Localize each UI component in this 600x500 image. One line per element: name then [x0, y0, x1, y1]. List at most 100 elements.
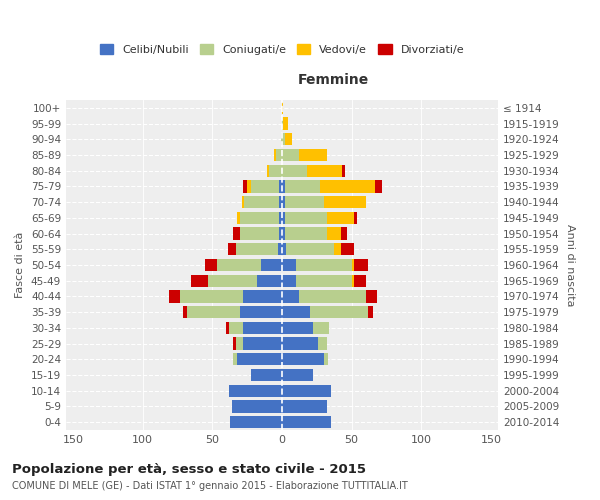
Bar: [244, 196, 279, 208]
Bar: [313, 322, 329, 334]
Bar: [236, 338, 243, 349]
Bar: [318, 338, 326, 349]
Bar: [183, 306, 187, 318]
Text: Popolazione per età, sesso e stato civile - 2015: Popolazione per età, sesso e stato civil…: [12, 462, 366, 475]
Bar: [376, 180, 382, 192]
Bar: [282, 338, 318, 349]
Bar: [232, 400, 282, 412]
Bar: [243, 338, 282, 349]
Bar: [274, 149, 277, 161]
Bar: [227, 243, 236, 256]
Bar: [282, 133, 285, 145]
Bar: [208, 274, 257, 287]
Bar: [365, 290, 377, 302]
Bar: [285, 180, 320, 192]
Bar: [279, 228, 282, 239]
Bar: [236, 243, 278, 256]
Bar: [278, 243, 282, 256]
Bar: [187, 306, 240, 318]
Bar: [283, 118, 287, 130]
Bar: [281, 133, 282, 145]
Bar: [243, 290, 282, 302]
Bar: [320, 180, 376, 192]
Bar: [229, 322, 243, 334]
Bar: [261, 259, 282, 271]
Bar: [355, 212, 357, 224]
Bar: [310, 306, 368, 318]
Bar: [282, 212, 285, 224]
Bar: [282, 322, 313, 334]
Bar: [286, 243, 334, 256]
Bar: [285, 133, 292, 145]
Y-axis label: Fasce di età: Fasce di età: [16, 232, 25, 298]
Bar: [229, 384, 282, 397]
Bar: [355, 259, 368, 271]
Bar: [242, 196, 244, 208]
Bar: [205, 259, 217, 271]
Bar: [233, 338, 236, 349]
Bar: [169, 290, 180, 302]
Bar: [282, 102, 283, 114]
Bar: [282, 384, 331, 397]
Bar: [247, 180, 251, 192]
Bar: [240, 212, 279, 224]
Bar: [217, 259, 261, 271]
Bar: [326, 212, 355, 224]
Bar: [299, 290, 365, 302]
Bar: [243, 180, 247, 192]
Bar: [243, 322, 282, 334]
Bar: [282, 180, 285, 192]
Text: COMUNE DI MELE (GE) - Dati ISTAT 1° gennaio 2015 - Elaborazione TUTTITALIA.IT: COMUNE DI MELE (GE) - Dati ISTAT 1° genn…: [12, 481, 408, 491]
Bar: [342, 164, 345, 177]
Bar: [368, 306, 373, 318]
Bar: [282, 118, 283, 130]
Bar: [324, 353, 328, 366]
Bar: [282, 400, 326, 412]
Bar: [282, 369, 313, 381]
Bar: [285, 196, 324, 208]
Bar: [277, 149, 282, 161]
Legend: Celibi/Nubili, Coniugati/e, Vedovi/e, Divorziati/e: Celibi/Nubili, Coniugati/e, Vedovi/e, Di…: [95, 40, 469, 59]
Bar: [296, 274, 352, 287]
Bar: [282, 196, 285, 208]
Bar: [279, 212, 282, 224]
Bar: [352, 274, 355, 287]
Bar: [299, 149, 326, 161]
Bar: [279, 196, 282, 208]
Bar: [282, 306, 310, 318]
Text: Femmine: Femmine: [298, 73, 370, 87]
Bar: [285, 212, 326, 224]
Bar: [282, 164, 307, 177]
Bar: [191, 274, 208, 287]
Bar: [324, 196, 365, 208]
Bar: [230, 416, 282, 428]
Bar: [238, 353, 282, 366]
Bar: [341, 228, 347, 239]
Bar: [233, 353, 238, 366]
Bar: [240, 306, 282, 318]
Bar: [282, 243, 286, 256]
Bar: [334, 243, 341, 256]
Bar: [251, 180, 279, 192]
Bar: [251, 369, 282, 381]
Bar: [226, 322, 229, 334]
Bar: [341, 243, 355, 256]
Bar: [266, 164, 269, 177]
Bar: [282, 353, 324, 366]
Bar: [285, 228, 326, 239]
Bar: [257, 274, 282, 287]
Bar: [282, 149, 299, 161]
Bar: [233, 228, 240, 239]
Bar: [180, 290, 243, 302]
Bar: [282, 416, 331, 428]
Bar: [282, 290, 299, 302]
Bar: [355, 274, 365, 287]
Bar: [269, 164, 282, 177]
Bar: [296, 259, 352, 271]
Bar: [282, 259, 296, 271]
Bar: [240, 228, 279, 239]
Bar: [282, 274, 296, 287]
Bar: [238, 212, 240, 224]
Bar: [307, 164, 342, 177]
Bar: [326, 228, 341, 239]
